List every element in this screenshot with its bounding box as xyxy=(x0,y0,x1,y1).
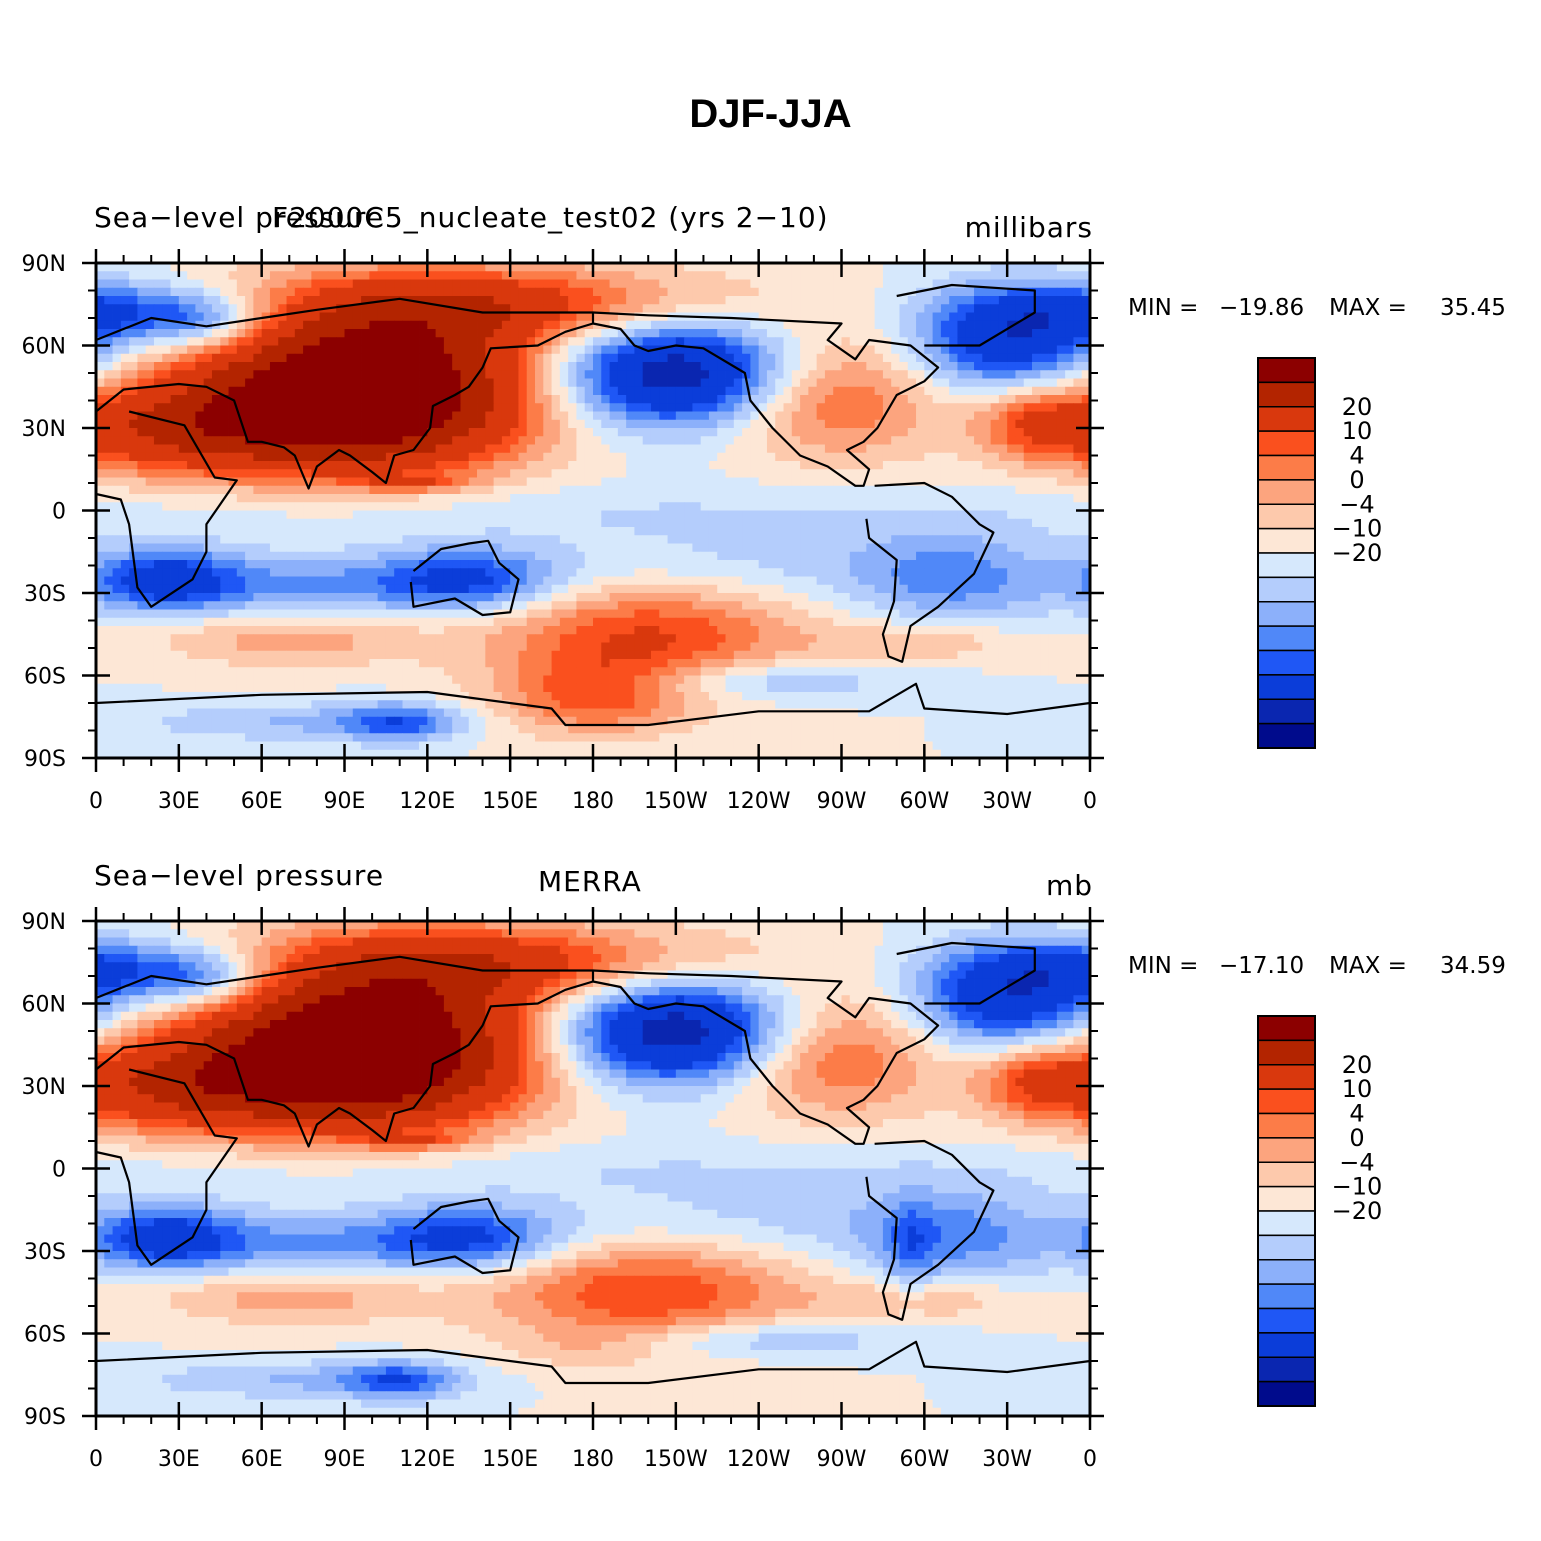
coastline xyxy=(865,481,995,663)
lon-tick-label: 180 xyxy=(572,789,614,814)
lon-tick-label: 0 xyxy=(1083,1447,1097,1472)
lat-tick-label: 90S xyxy=(24,747,66,772)
lat-tick-label: 0 xyxy=(52,1158,66,1183)
lon-tick-label: 120W xyxy=(727,789,791,814)
colorbar-label: 0 xyxy=(1349,466,1364,494)
figure-title: DJF-JJA xyxy=(689,92,852,136)
coastline xyxy=(896,283,1036,347)
panel-left-title: Sea−level pressure xyxy=(94,201,385,234)
colorbar-label: 0 xyxy=(1349,1124,1364,1152)
coastline xyxy=(95,297,595,490)
colorbar-label: −4 xyxy=(1339,490,1374,518)
lon-tick-label: 90E xyxy=(324,1447,366,1472)
coastline xyxy=(865,1139,995,1321)
lon-tick-label: 30W xyxy=(982,789,1032,814)
colorbar-label: 4 xyxy=(1349,1100,1364,1128)
lon-tick-label: 90W xyxy=(817,789,867,814)
coastline xyxy=(592,311,940,487)
lat-tick-label: 90N xyxy=(22,252,66,277)
lat-tick-label: 60N xyxy=(22,993,66,1018)
colorbar-label: 10 xyxy=(1342,1075,1373,1103)
lon-tick-label: 150E xyxy=(482,1447,538,1472)
panel-units: mb xyxy=(1045,869,1093,902)
lon-tick-label: 60W xyxy=(899,1447,949,1472)
lat-tick-label: 60N xyxy=(22,335,66,360)
lon-tick-label: 90E xyxy=(324,789,366,814)
colorbar-label: −10 xyxy=(1332,515,1383,543)
lon-tick-label: 180 xyxy=(572,1447,614,1472)
lat-tick-label: 30S xyxy=(24,1240,66,1265)
panel-center-title: MERRA xyxy=(538,865,642,898)
coastline xyxy=(409,1197,520,1275)
lat-tick-label: 90N xyxy=(22,910,66,935)
lon-tick-label: 30W xyxy=(982,1447,1032,1472)
slp-field xyxy=(96,263,1091,759)
lon-tick-label: 0 xyxy=(89,789,103,814)
max-value: 34.59 xyxy=(1440,953,1506,979)
map-panel: 90N 60N 30N 0 30S 60S 90S 0 30E 60E 90E 120E 150E 180… xyxy=(22,907,1383,1472)
lat-tick-label: 30N xyxy=(22,1075,66,1100)
coastline xyxy=(95,1340,1091,1385)
lat-tick-label: 30N xyxy=(22,417,66,442)
panel-units: millibars xyxy=(964,211,1093,244)
colorbar-label: 4 xyxy=(1349,442,1364,470)
map-panel: 90N 60N 30N 0 30S 60S 90S 0 30E 60E 90E 120E 150E 180… xyxy=(22,249,1383,814)
max-value: 35.45 xyxy=(1440,295,1506,321)
max-label: MAX = xyxy=(1329,295,1407,321)
coastline xyxy=(94,1068,238,1266)
lon-tick-label: 90W xyxy=(817,1447,867,1472)
panel-left-title: Sea−level pressure xyxy=(94,859,385,892)
lon-tick-label: 30E xyxy=(158,789,200,814)
lat-tick-label: 60S xyxy=(24,1323,66,1348)
colorbar-label: 10 xyxy=(1342,417,1373,445)
min-label: MIN = xyxy=(1128,295,1199,321)
lon-tick-label: 0 xyxy=(89,1447,103,1472)
lon-tick-label: 150W xyxy=(644,789,708,814)
lon-tick-label: 120E xyxy=(399,1447,455,1472)
max-label: MAX = xyxy=(1329,953,1407,979)
lon-tick-label: 120W xyxy=(727,1447,791,1472)
coastline xyxy=(409,539,520,617)
min-label: MIN = xyxy=(1128,953,1199,979)
lon-tick-label: 0 xyxy=(1083,789,1097,814)
coastline xyxy=(896,941,1036,1005)
panel-center-title: F2000C5_nucleate_test02 (yrs 2−10) xyxy=(272,201,829,234)
lon-tick-label: 120E xyxy=(399,789,455,814)
lon-tick-label: 150E xyxy=(482,789,538,814)
min-value: −19.86 xyxy=(1219,295,1305,321)
colorbar-label: −20 xyxy=(1332,539,1383,567)
lat-tick-label: 30S xyxy=(24,582,66,607)
coastline xyxy=(95,682,1091,727)
colorbar-label: 20 xyxy=(1342,393,1373,421)
lat-tick-label: 60S xyxy=(24,665,66,690)
lon-tick-label: 60E xyxy=(241,1447,283,1472)
lat-tick-label: 90S xyxy=(24,1405,66,1430)
coastline xyxy=(94,410,238,608)
colorbar-label: −4 xyxy=(1339,1148,1374,1176)
colorbar-label: −20 xyxy=(1332,1197,1383,1225)
min-value: −17.10 xyxy=(1219,953,1305,979)
lon-tick-label: 30E xyxy=(158,1447,200,1472)
coastline xyxy=(592,969,940,1145)
colorbar-label: −10 xyxy=(1332,1173,1383,1201)
lon-tick-label: 60E xyxy=(241,789,283,814)
lon-tick-label: 150W xyxy=(644,1447,708,1472)
colorbar-label: 20 xyxy=(1342,1051,1373,1079)
coastline xyxy=(95,955,595,1148)
slp-field xyxy=(96,921,1091,1417)
lon-tick-label: 60W xyxy=(899,789,949,814)
lat-tick-label: 0 xyxy=(52,500,66,525)
